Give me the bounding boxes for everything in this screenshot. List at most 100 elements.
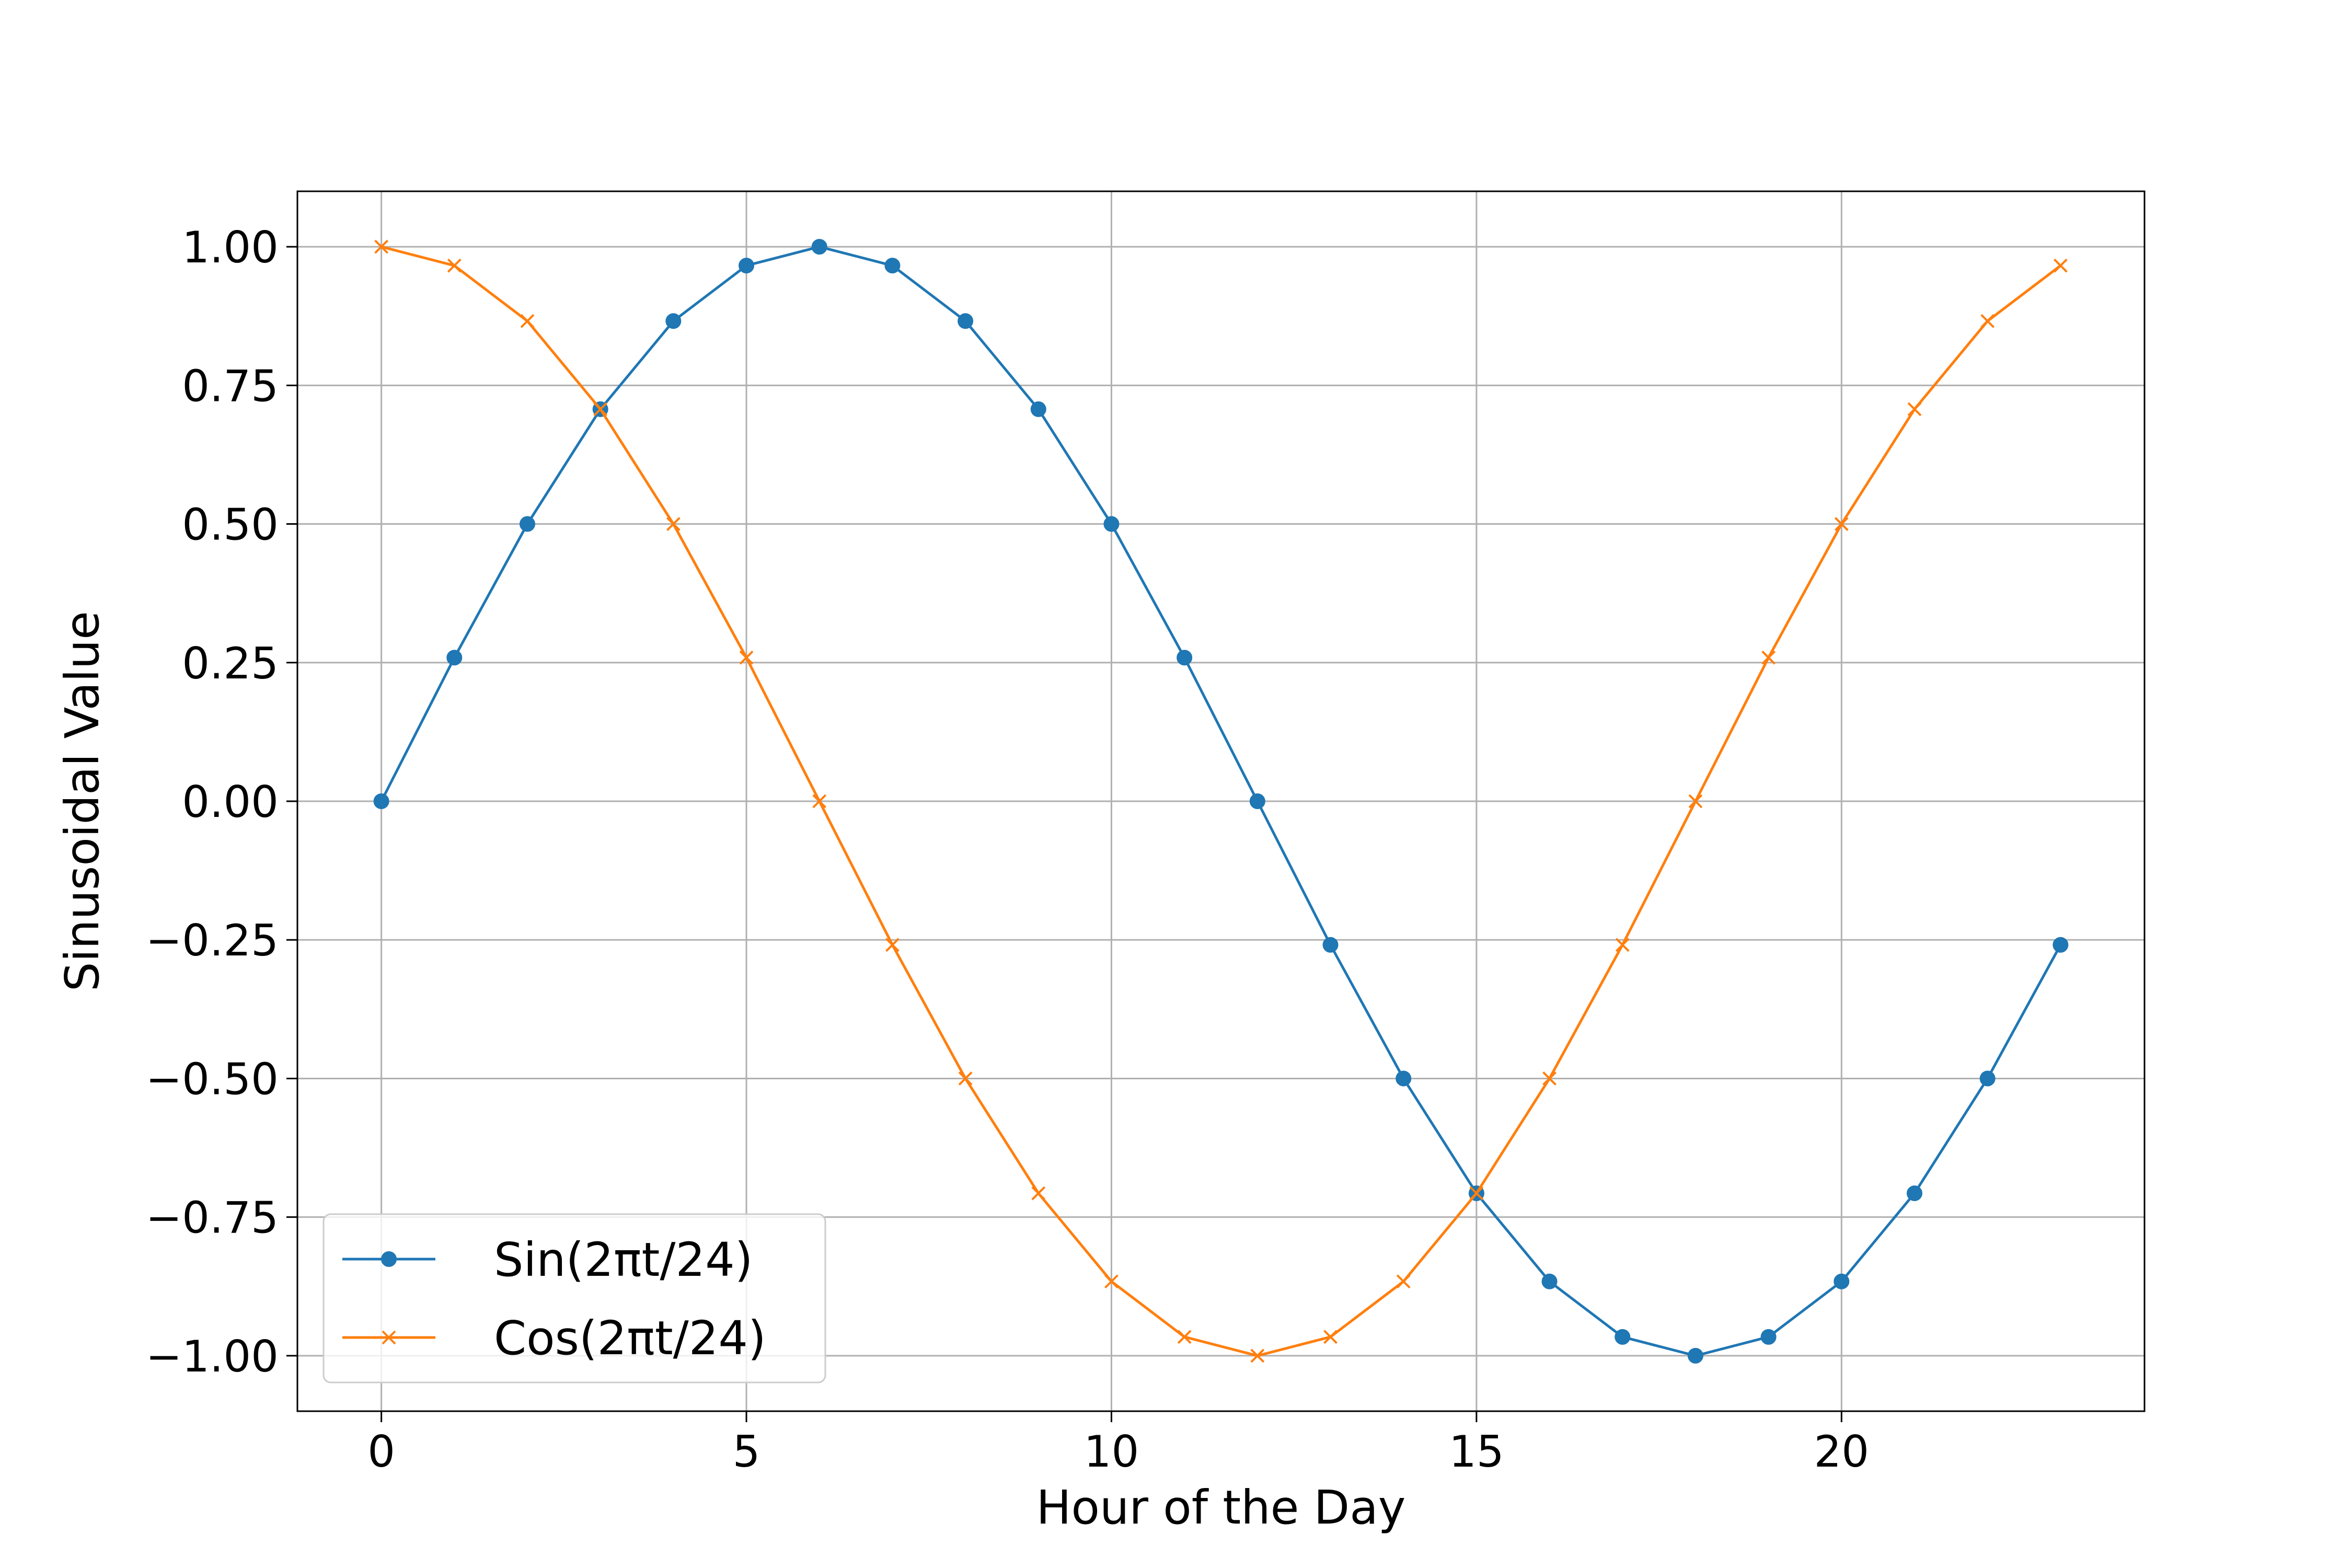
- data-point: [1761, 650, 1776, 665]
- marker-stroke: [1031, 1186, 1046, 1201]
- x-tick-label: 20: [1814, 1426, 1869, 1477]
- marker-stroke: [885, 938, 900, 952]
- data-point: [1907, 402, 1922, 417]
- y-axis-label: Sinusoidal Value: [55, 611, 109, 991]
- marker-stroke: [1104, 1274, 1119, 1289]
- marker-stroke: [382, 1330, 396, 1345]
- data-point: [666, 517, 681, 531]
- data-point: [884, 258, 901, 274]
- y-tick-label: 0.00: [182, 777, 279, 827]
- data-point: [739, 650, 754, 665]
- marker-stroke: [812, 794, 827, 809]
- data-point: [1980, 314, 1995, 328]
- legend-item: Sin(2πt/24): [342, 1232, 753, 1287]
- data-point: [739, 258, 755, 274]
- marker-stroke: [1469, 1186, 1484, 1201]
- marker-stroke: [666, 517, 681, 531]
- data-point: [1030, 401, 1046, 417]
- marker-stroke: [374, 239, 389, 254]
- data-point: [2053, 937, 2069, 953]
- marker-stroke: [958, 1071, 973, 1086]
- marker-stroke: [1834, 517, 1849, 531]
- data-point: [1615, 1329, 1631, 1345]
- x-tick-label: 0: [367, 1426, 395, 1477]
- marker-stroke: [593, 402, 608, 417]
- legend-item: Cos(2πt/24): [342, 1311, 766, 1365]
- marker-stroke: [1177, 1330, 1192, 1344]
- data-point: [1250, 1348, 1265, 1363]
- data-point: [1249, 793, 1265, 809]
- data-point: [665, 313, 682, 329]
- x-tick-label: 5: [733, 1426, 760, 1477]
- y-tick-label: −0.50: [146, 1054, 279, 1104]
- marker-stroke: [739, 650, 754, 665]
- data-point: [1322, 937, 1339, 953]
- y-tick-label: 0.50: [182, 500, 279, 550]
- data-point: [447, 258, 462, 273]
- legend-marker: [382, 1330, 396, 1345]
- data-point: [520, 516, 536, 532]
- marker-stroke: [1615, 938, 1630, 952]
- data-point: [1906, 1185, 1922, 1202]
- legend-marker: [381, 1251, 397, 1267]
- marker-stroke: [1250, 1348, 1265, 1363]
- data-point: [593, 402, 608, 417]
- series-group: [373, 239, 2069, 1364]
- data-point: [1834, 1273, 1850, 1289]
- data-point: [1323, 1330, 1338, 1344]
- series-line: [380, 245, 2062, 1357]
- marker-stroke: [1980, 314, 1995, 328]
- data-point: [885, 938, 900, 952]
- marker-stroke: [1396, 1274, 1411, 1289]
- legend: Sin(2πt/24) Cos(2πt/24): [322, 1213, 826, 1383]
- data-point: [374, 239, 389, 254]
- data-point: [1177, 650, 1193, 666]
- marker-stroke: [1688, 794, 1703, 809]
- data-point: [2053, 258, 2068, 273]
- legend-label: Cos(2πt/24): [494, 1311, 766, 1365]
- x-tick-label: 15: [1449, 1426, 1504, 1477]
- data-point: [1615, 938, 1630, 952]
- data-point: [1031, 1186, 1046, 1201]
- series-2: [374, 239, 2068, 1363]
- data-point: [958, 313, 974, 329]
- y-tick-label: −0.25: [146, 915, 279, 966]
- x-axis-label: Hour of the Day: [1036, 1480, 1406, 1535]
- legend-box: [322, 1213, 826, 1383]
- marker-stroke: [1761, 650, 1776, 665]
- data-point: [1687, 1347, 1703, 1364]
- legend-label: Sin(2πt/24): [494, 1232, 753, 1287]
- data-point: [1396, 1274, 1411, 1289]
- y-tick-label: 1.00: [182, 222, 279, 273]
- data-point: [1542, 1071, 1557, 1086]
- grid: [297, 191, 2145, 1411]
- ticks: 0 5 10 15 20 1.00 0.75 0.50 0.25 0.00 −0.25 −0.50 −0…: [146, 222, 1869, 1477]
- y-tick-label: 0.75: [182, 361, 279, 411]
- data-point: [520, 314, 535, 328]
- marker-stroke: [1323, 1330, 1338, 1344]
- data-point: [958, 1071, 973, 1086]
- y-tick-label: 0.25: [182, 638, 279, 689]
- data-point: [1834, 517, 1849, 531]
- series-line: [381, 245, 2061, 1357]
- data-point: [1760, 1329, 1777, 1345]
- marker-stroke: [1907, 402, 1922, 417]
- data-point: [1177, 1330, 1192, 1344]
- data-point: [1469, 1186, 1484, 1201]
- data-point: [1979, 1070, 1996, 1087]
- data-point: [373, 793, 389, 809]
- data-point: [1396, 1070, 1412, 1087]
- data-point: [811, 239, 827, 255]
- marker-stroke: [1542, 1071, 1557, 1086]
- marker-stroke: [520, 314, 535, 328]
- data-point: [812, 794, 827, 809]
- y-tick-label: −1.00: [146, 1331, 279, 1382]
- data-point: [1688, 794, 1703, 809]
- marker-stroke: [447, 258, 462, 273]
- data-point: [1103, 516, 1120, 532]
- data-point: [1104, 1274, 1119, 1289]
- x-tick-label: 10: [1084, 1426, 1139, 1477]
- series-1: [373, 239, 2069, 1364]
- data-point: [446, 650, 463, 666]
